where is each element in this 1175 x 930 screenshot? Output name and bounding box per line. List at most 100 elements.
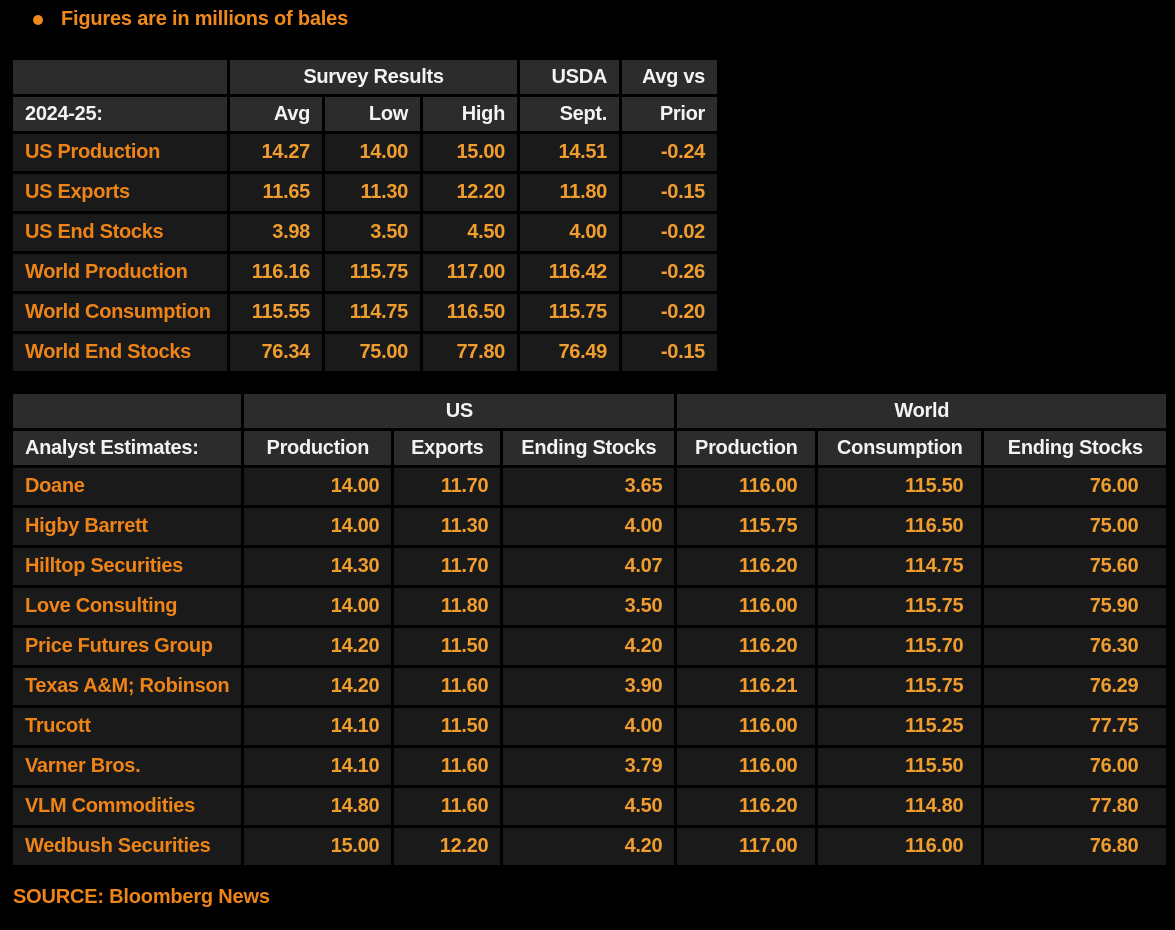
table-row: VLM Commodities 14.80 11.60 4.50 116.20 114.8…: [9, 785, 1170, 828]
value-cell: 76.49: [517, 331, 622, 374]
value-cell: 115.75: [815, 585, 985, 628]
value-cell: 3.98: [227, 211, 325, 254]
value-cell: 116.00: [674, 465, 819, 508]
value-cell: 75.00: [981, 505, 1170, 548]
table-row: US End Stocks 3.98 3.50 4.50 4.00 -0.02: [10, 211, 720, 254]
row-label-cell: US Exports: [10, 171, 230, 214]
value-cell: 117.00: [420, 251, 520, 294]
value-cell: 116.16: [227, 251, 325, 294]
survey-results-table: Survey Results USDA Avg vs 2024-25: Avg Low Hi…: [10, 57, 720, 374]
row-label-cell: Higby Barrett: [9, 505, 245, 548]
row-label-cell: US Production: [10, 131, 230, 174]
column-header-prior: Prior: [619, 94, 720, 134]
row-label-cell: Varner Bros.: [9, 745, 245, 788]
value-cell: 116.20: [674, 545, 819, 588]
table-row: World End Stocks 76.34 75.00 77.80 76.49 -0.1…: [10, 331, 720, 374]
value-cell: 14.10: [241, 745, 395, 788]
value-cell: 116.50: [815, 505, 985, 548]
value-cell: 76.00: [981, 745, 1170, 788]
value-cell: 15.00: [241, 825, 395, 868]
value-cell: 14.20: [241, 665, 395, 708]
row-label-cell: Hilltop Securities: [9, 545, 245, 588]
value-cell: 4.00: [500, 505, 678, 548]
value-cell: 76.30: [981, 625, 1170, 668]
value-cell: 3.50: [500, 585, 678, 628]
table-row: Love Consulting 14.00 11.80 3.50 116.00 115.7…: [9, 585, 1170, 628]
value-cell: 14.80: [241, 785, 395, 828]
value-cell: 115.75: [674, 505, 819, 548]
value-cell: 116.42: [517, 251, 622, 294]
value-cell: 11.30: [391, 505, 504, 548]
value-cell: 11.80: [391, 585, 504, 628]
value-cell: 15.00: [420, 131, 520, 174]
value-cell: 115.25: [815, 705, 985, 748]
source-line: SOURCE: Bloomberg News: [13, 886, 270, 908]
value-cell: 77.80: [981, 785, 1170, 828]
table-row: US Exports 11.65 11.30 12.20 11.80 -0.15: [10, 171, 720, 214]
table-row: Wedbush Securities 15.00 12.20 4.20 117.00 11…: [9, 825, 1170, 868]
column-header-high: High: [420, 94, 520, 134]
row-label-cell: World Consumption: [10, 291, 230, 334]
value-cell: 75.60: [981, 545, 1170, 588]
value-cell: 116.00: [674, 745, 819, 788]
value-cell: -0.24: [619, 131, 720, 174]
value-cell: 14.00: [322, 131, 423, 174]
group-header-us: US: [241, 391, 678, 431]
value-cell: -0.02: [619, 211, 720, 254]
value-cell: 76.00: [981, 465, 1170, 508]
value-cell: 11.30: [322, 171, 423, 214]
value-cell: 4.00: [500, 705, 678, 748]
row-label-cell: Wedbush Securities: [9, 825, 245, 868]
value-cell: 11.50: [391, 705, 504, 748]
column-header-2024-25-: 2024-25:: [10, 94, 230, 134]
value-cell: 116.20: [674, 625, 819, 668]
group-header-row: Survey Results USDA Avg vs: [10, 57, 720, 97]
value-cell: 115.70: [815, 625, 985, 668]
value-cell: 11.65: [227, 171, 325, 214]
column-header-production: Production: [241, 428, 395, 468]
value-cell: 115.75: [517, 291, 622, 334]
table-row: Price Futures Group 14.20 11.50 4.20 116.20 1…: [9, 625, 1170, 668]
group-header-world: World: [674, 391, 1170, 431]
table-row: Varner Bros. 14.10 11.60 3.79 116.00 115.50 76…: [9, 745, 1170, 788]
value-cell: -0.15: [619, 331, 720, 374]
value-cell: 14.20: [241, 625, 395, 668]
table-row: Texas A&M; Robinson 14.20 11.60 3.90 116.21 1…: [9, 665, 1170, 708]
value-cell: 116.50: [420, 291, 520, 334]
value-cell: 14.00: [241, 585, 395, 628]
column-header-ending-stocks: Ending Stocks: [981, 428, 1170, 468]
row-label-cell: World End Stocks: [10, 331, 230, 374]
note-text: Figures are in millions of bales: [61, 8, 349, 30]
value-cell: 116.21: [674, 665, 819, 708]
table-row: Hilltop Securities 14.30 11.70 4.07 116.20 11…: [9, 545, 1170, 588]
value-cell: 3.79: [500, 745, 678, 788]
value-cell: 116.00: [674, 705, 819, 748]
value-cell: 14.10: [241, 705, 395, 748]
value-cell: 116.20: [674, 785, 819, 828]
column-header-row: 2024-25: Avg Low High Sept. Prior: [10, 94, 720, 134]
value-cell: 4.50: [500, 785, 678, 828]
value-cell: -0.15: [619, 171, 720, 214]
table-row: World Production 116.16 115.75 117.00 116.42…: [10, 251, 720, 294]
value-cell: 116.00: [815, 825, 985, 868]
value-cell: 76.80: [981, 825, 1170, 868]
value-cell: 3.90: [500, 665, 678, 708]
value-cell: 11.70: [391, 465, 504, 508]
value-cell: 14.51: [517, 131, 622, 174]
value-cell: 77.80: [420, 331, 520, 374]
value-cell: 11.60: [391, 665, 504, 708]
value-cell: 75.00: [322, 331, 423, 374]
group-header-survey-results: Survey Results: [227, 57, 520, 97]
value-cell: 4.07: [500, 545, 678, 588]
value-cell: 115.50: [815, 465, 985, 508]
value-cell: 116.00: [674, 585, 819, 628]
value-cell: 115.55: [227, 291, 325, 334]
column-header-low: Low: [322, 94, 423, 134]
column-header-analyst-estimates-: Analyst Estimates:: [9, 428, 245, 468]
row-label-cell: Price Futures Group: [9, 625, 245, 668]
column-header-row: Analyst Estimates: Production Exports Endin…: [9, 428, 1170, 468]
bullet-icon: [33, 14, 43, 25]
value-cell: 11.60: [391, 745, 504, 788]
table-row: World Consumption 115.55 114.75 116.50 115.7…: [10, 291, 720, 334]
value-cell: -0.20: [619, 291, 720, 334]
